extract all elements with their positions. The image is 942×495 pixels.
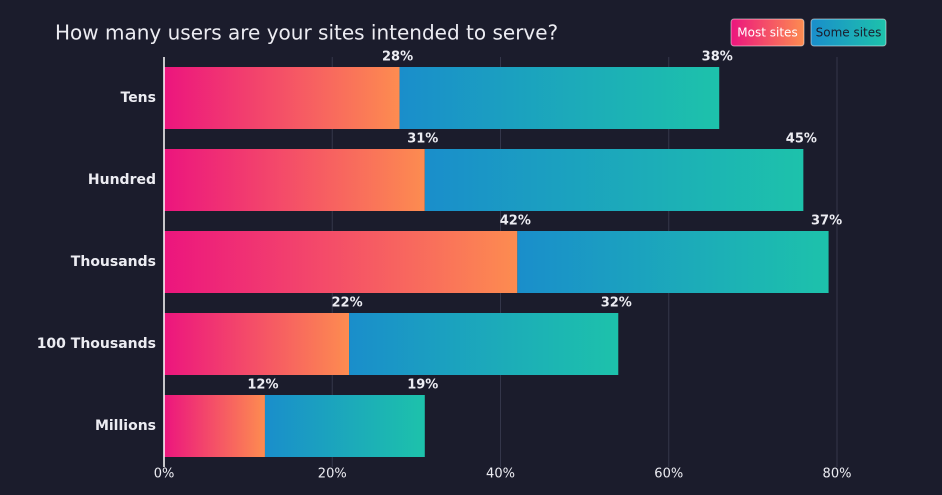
- data-label: 45%: [786, 132, 817, 147]
- bar-segment: [349, 313, 619, 375]
- x-tick-label: 60%: [654, 467, 683, 482]
- x-tick-label: 20%: [318, 467, 347, 482]
- legend-swatch: [810, 18, 887, 47]
- y-tick-label: Tens: [121, 90, 157, 106]
- bar-segment: [164, 67, 400, 129]
- bar-segment: [164, 231, 518, 293]
- bar-segment: [164, 149, 425, 211]
- data-label: 42%: [500, 214, 531, 229]
- chart-title: How many users are your sites intended t…: [55, 21, 558, 45]
- y-tick-label: Millions: [95, 418, 156, 434]
- data-label: 38%: [702, 50, 733, 65]
- legend-item[interactable]: Most sites: [730, 18, 805, 47]
- legend-label: Most sites: [737, 26, 797, 40]
- bar-segment: [164, 313, 350, 375]
- data-label: 22%: [332, 296, 363, 311]
- x-tick-label: 0%: [154, 467, 175, 482]
- bar-segment: [399, 67, 720, 129]
- x-tick-label: 40%: [486, 467, 515, 482]
- data-label: 12%: [247, 378, 278, 393]
- data-label: 28%: [382, 50, 413, 65]
- data-label: 31%: [407, 132, 438, 147]
- bar-segment: [164, 395, 265, 457]
- data-label: 32%: [601, 296, 632, 311]
- legend-label: Some sites: [816, 26, 882, 40]
- y-tick-label: Hundred: [88, 172, 156, 188]
- legend-swatch: [730, 18, 805, 47]
- legend-item[interactable]: Some sites: [810, 18, 887, 47]
- bar-segment: [517, 231, 829, 293]
- y-tick-label: 100 Thousands: [37, 336, 156, 352]
- bar-segment: [264, 395, 425, 457]
- data-label: 19%: [407, 378, 438, 393]
- y-tick-label: Thousands: [71, 254, 156, 270]
- data-label: 37%: [811, 214, 842, 229]
- x-tick-label: 80%: [823, 467, 852, 482]
- bar-segment: [424, 149, 804, 211]
